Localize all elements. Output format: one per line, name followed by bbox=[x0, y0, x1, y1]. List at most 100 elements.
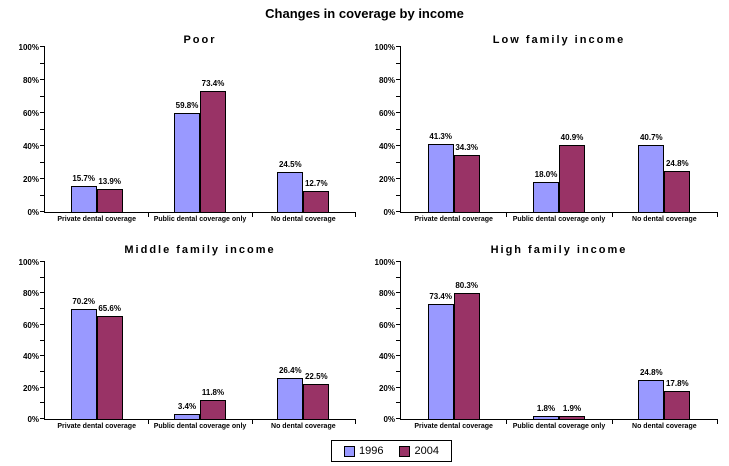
bar-value-label: 73.4% bbox=[429, 291, 452, 301]
subplot-high-income: High family income 0% 20% 40% 60% 80% 100% 73.4… bbox=[364, 240, 722, 438]
y-axis-label: 40% bbox=[22, 142, 39, 151]
y-axis-label: 100% bbox=[374, 43, 395, 52]
bar-value-label: 34.3% bbox=[455, 143, 478, 153]
bar-2004 bbox=[96, 316, 123, 419]
y-axis-tick bbox=[40, 370, 45, 372]
y-axis-label: 20% bbox=[378, 383, 395, 393]
y-axis-tick bbox=[40, 128, 45, 130]
y-axis-tick bbox=[40, 402, 45, 404]
category-label: No dental coverage bbox=[632, 423, 697, 430]
y-axis-tick bbox=[40, 339, 45, 341]
subplot-title: Low family income bbox=[492, 34, 626, 46]
bar-2004 bbox=[453, 292, 480, 419]
bar-1996 bbox=[173, 113, 200, 212]
y-axis-tick bbox=[396, 112, 401, 113]
y-axis-label: 0% bbox=[383, 415, 395, 424]
y-axis-tick bbox=[396, 62, 401, 64]
y-axis-tick bbox=[40, 95, 45, 97]
legend-item-1996: 1996 bbox=[344, 445, 383, 457]
y-axis-tick bbox=[396, 178, 401, 179]
bar-1996 bbox=[277, 171, 304, 212]
subplot-title: High family income bbox=[490, 244, 628, 256]
y-axis-tick bbox=[40, 308, 45, 310]
bar-value-label: 80.3% bbox=[455, 280, 478, 290]
bar-1996 bbox=[277, 377, 304, 419]
subplot-title: Poor bbox=[183, 34, 217, 46]
legend: 1996 2004 bbox=[331, 440, 452, 462]
legend-label-1996: 1996 bbox=[359, 445, 384, 457]
y-axis-tick bbox=[396, 418, 401, 419]
y-axis-tick bbox=[396, 386, 401, 388]
y-axis-label: 0% bbox=[27, 208, 39, 217]
y-axis-tick bbox=[396, 161, 401, 163]
y-axis-tick bbox=[396, 128, 401, 130]
bar-value-label: 17.8% bbox=[665, 379, 689, 389]
bar-value-label: 11.8% bbox=[201, 388, 225, 398]
bar-1996 bbox=[70, 308, 97, 419]
bar-value-label: 22.5% bbox=[304, 371, 328, 381]
category-label: Public dental coverage only bbox=[153, 423, 247, 430]
y-axis-tick bbox=[396, 402, 401, 404]
category-group: 24.5% 12.7% No dental coverage bbox=[252, 47, 357, 223]
y-axis-label: 20% bbox=[378, 175, 395, 184]
bar-1996 bbox=[70, 186, 97, 212]
y-axis-tick bbox=[40, 194, 45, 196]
category-group: 41.3% 34.3% Private dental coverage bbox=[401, 47, 508, 223]
y-axis-tick bbox=[396, 339, 401, 341]
category-label: Private dental coverage bbox=[414, 423, 493, 430]
bar-2004 bbox=[303, 383, 330, 419]
bar-2004 bbox=[199, 400, 226, 419]
category-label: No dental coverage bbox=[271, 423, 336, 430]
bar-value-label: 40.7% bbox=[639, 132, 663, 142]
y-axis-tick bbox=[40, 386, 45, 388]
y-axis-label: 100% bbox=[18, 258, 39, 267]
bar-1996 bbox=[532, 182, 559, 212]
y-axis-tick bbox=[396, 79, 401, 80]
y-axis-tick bbox=[40, 355, 45, 357]
y-axis-tick bbox=[40, 62, 45, 64]
bar-value-label: 73.4% bbox=[201, 78, 225, 88]
category-group: 3.4% 11.8% Public dental coverage only bbox=[148, 262, 253, 430]
category-group: 18.0% 40.9% Public dental coverage only bbox=[506, 47, 613, 223]
y-axis-label: 20% bbox=[22, 175, 39, 184]
y-axis-tick bbox=[396, 292, 401, 294]
bar-2004 bbox=[303, 191, 330, 212]
bar-1996 bbox=[532, 416, 559, 419]
y-axis-label: 40% bbox=[22, 352, 39, 362]
bar-2004 bbox=[664, 391, 691, 419]
category-group: 1.8% 1.9% Public dental coverage only bbox=[506, 262, 613, 430]
category-label: Private dental coverage bbox=[414, 216, 493, 223]
y-axis-label: 0% bbox=[383, 208, 395, 217]
legend-item-2004: 2004 bbox=[399, 445, 439, 457]
y-axis-label: 80% bbox=[378, 289, 395, 299]
y-axis-label: 80% bbox=[378, 76, 395, 85]
y-axis-label: 80% bbox=[22, 289, 39, 299]
y-axis-tick bbox=[396, 211, 401, 212]
plot-area: 0% 20% 40% 60% 80% 100% 41.3% 34.3% Private dent… bbox=[375, 43, 719, 223]
y-axis-tick bbox=[40, 161, 45, 163]
bar-value-label: 12.7% bbox=[304, 179, 328, 189]
y-axis-tick bbox=[40, 112, 45, 113]
category-group: 24.8% 17.8% No dental coverage bbox=[612, 262, 719, 430]
y-axis-label: 60% bbox=[22, 109, 39, 118]
category-group: 70.2% 65.6% Private dental coverage bbox=[45, 262, 150, 430]
y-axis-tick bbox=[396, 261, 401, 262]
bar-2004 bbox=[453, 155, 480, 212]
plot-area: 0% 20% 40% 60% 80% 100% 15.7% 13.9% Private dent… bbox=[19, 43, 357, 223]
y-axis-tick bbox=[40, 178, 45, 179]
legend-label-2004: 2004 bbox=[414, 445, 439, 457]
y-axis-label: 60% bbox=[22, 320, 39, 330]
y-axis-label: 60% bbox=[378, 320, 395, 330]
y-axis-tick bbox=[40, 261, 45, 262]
category-group: 59.8% 73.4% Public dental coverage only bbox=[148, 47, 253, 223]
y-axis-tick bbox=[396, 355, 401, 357]
y-axis-label: 80% bbox=[22, 76, 39, 85]
bar-1996 bbox=[638, 144, 665, 212]
y-axis-tick bbox=[40, 145, 45, 146]
bar-value-label: 70.2% bbox=[72, 296, 95, 306]
bar-value-label: 3.4% bbox=[177, 401, 197, 411]
bar-value-label: 1.8% bbox=[536, 404, 556, 414]
bar-value-label: 26.4% bbox=[278, 365, 302, 375]
y-axis-label: 0% bbox=[27, 415, 39, 424]
bar-value-label: 1.9% bbox=[562, 404, 582, 414]
